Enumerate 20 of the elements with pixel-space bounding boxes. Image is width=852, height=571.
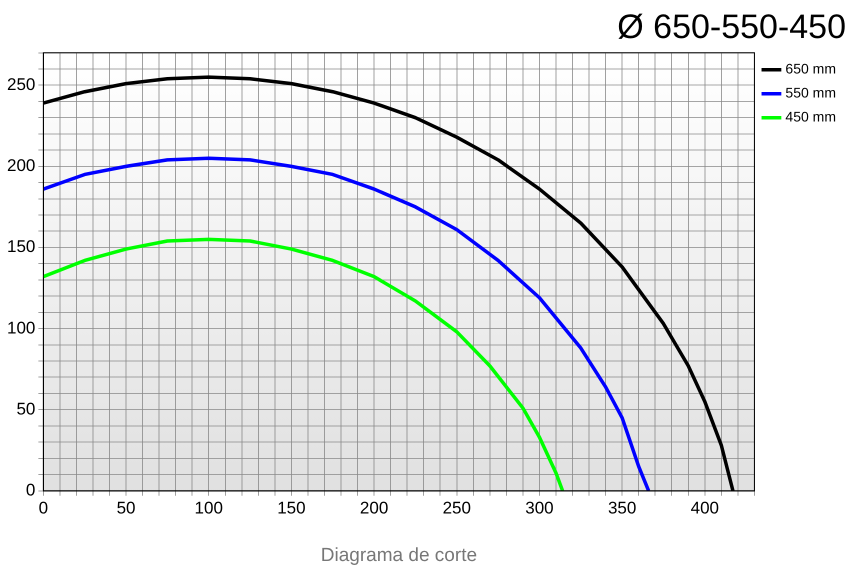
x-tick-label: 0	[38, 498, 48, 518]
y-tick-label: 100	[6, 318, 36, 338]
x-tick-label: 250	[442, 498, 471, 518]
legend-label: 550 mm	[785, 84, 836, 101]
y-tick-label: 250	[6, 74, 36, 94]
x-tick-label: 350	[608, 498, 636, 518]
y-tick-label: 50	[16, 399, 36, 418]
x-tick-label: 100	[194, 498, 223, 518]
x-axis-title: Diagrama de corte	[320, 544, 478, 566]
x-tick-label: 300	[525, 498, 554, 518]
y-tick-label: 200	[6, 156, 36, 176]
legend-label: 450 mm	[785, 108, 836, 125]
x-tick-label: 400	[690, 498, 720, 518]
x-tick-label: 200	[360, 498, 388, 518]
chart-title: Ø 650-550-450	[617, 8, 846, 46]
x-tick-label: 50	[116, 498, 136, 518]
y-tick-label: 0	[26, 480, 36, 500]
x-tick-label: 150	[277, 498, 306, 518]
legend-label: 650 mm	[785, 60, 836, 77]
y-tick-label: 150	[6, 237, 36, 256]
